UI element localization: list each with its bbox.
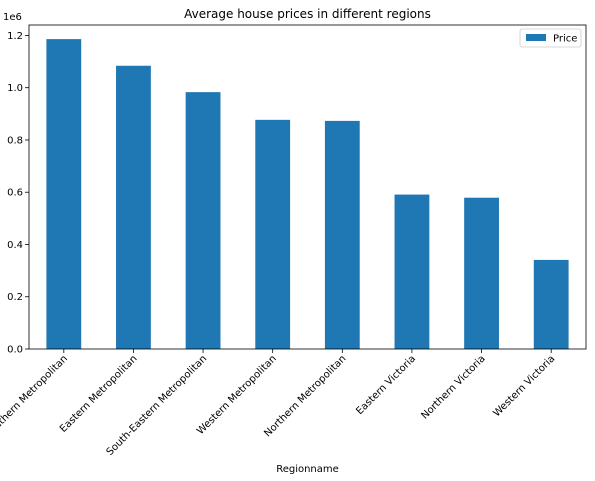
y-axis: 0.0 0.2 0.4 0.6 0.8 1.0 1.2 bbox=[7, 31, 29, 356]
plot-frame bbox=[28, 24, 587, 350]
legend-label-price: Price bbox=[553, 34, 577, 45]
bar-eastern-metropolitan bbox=[116, 65, 151, 349]
y-tick-label: 0.8 bbox=[7, 135, 23, 146]
bar-southern-metropolitan bbox=[46, 39, 82, 349]
bar-northern-metropolitan bbox=[324, 120, 360, 349]
x-tick-label: Northern Victoria bbox=[419, 353, 487, 421]
y-tick-label: 0.6 bbox=[7, 188, 23, 199]
bar-south-eastern-metropolitan bbox=[185, 92, 221, 349]
bars-group bbox=[46, 39, 569, 349]
x-tick-label: Eastern Metropolitan bbox=[58, 353, 140, 435]
y-tick-label: 0.0 bbox=[7, 345, 23, 356]
x-tick-label: Eastern Victoria bbox=[354, 353, 418, 417]
legend-box bbox=[519, 28, 582, 48]
x-axis-label: Regionname bbox=[276, 464, 339, 475]
bar-northern-victoria bbox=[464, 197, 499, 349]
bar-western-metropolitan bbox=[255, 119, 291, 349]
x-tick-label: Western Victoria bbox=[491, 353, 557, 419]
bar-eastern-victoria bbox=[394, 194, 430, 349]
y-tick-label: 1.0 bbox=[7, 83, 23, 94]
x-tick-label: Northern Metropolitan bbox=[262, 353, 348, 439]
chart-title: Average house prices in different region… bbox=[184, 7, 431, 21]
y-tick-label: 0.2 bbox=[7, 292, 23, 303]
legend-swatch-price bbox=[526, 34, 546, 41]
y-axis-scale-label: 1e6 bbox=[3, 12, 22, 23]
y-tick-label: 0.4 bbox=[7, 240, 23, 251]
x-tick-label: Western Metropolitan bbox=[195, 353, 279, 437]
bar-western-victoria bbox=[533, 259, 569, 349]
y-tick-label: 1.2 bbox=[7, 31, 23, 42]
legend: Price bbox=[519, 28, 582, 48]
